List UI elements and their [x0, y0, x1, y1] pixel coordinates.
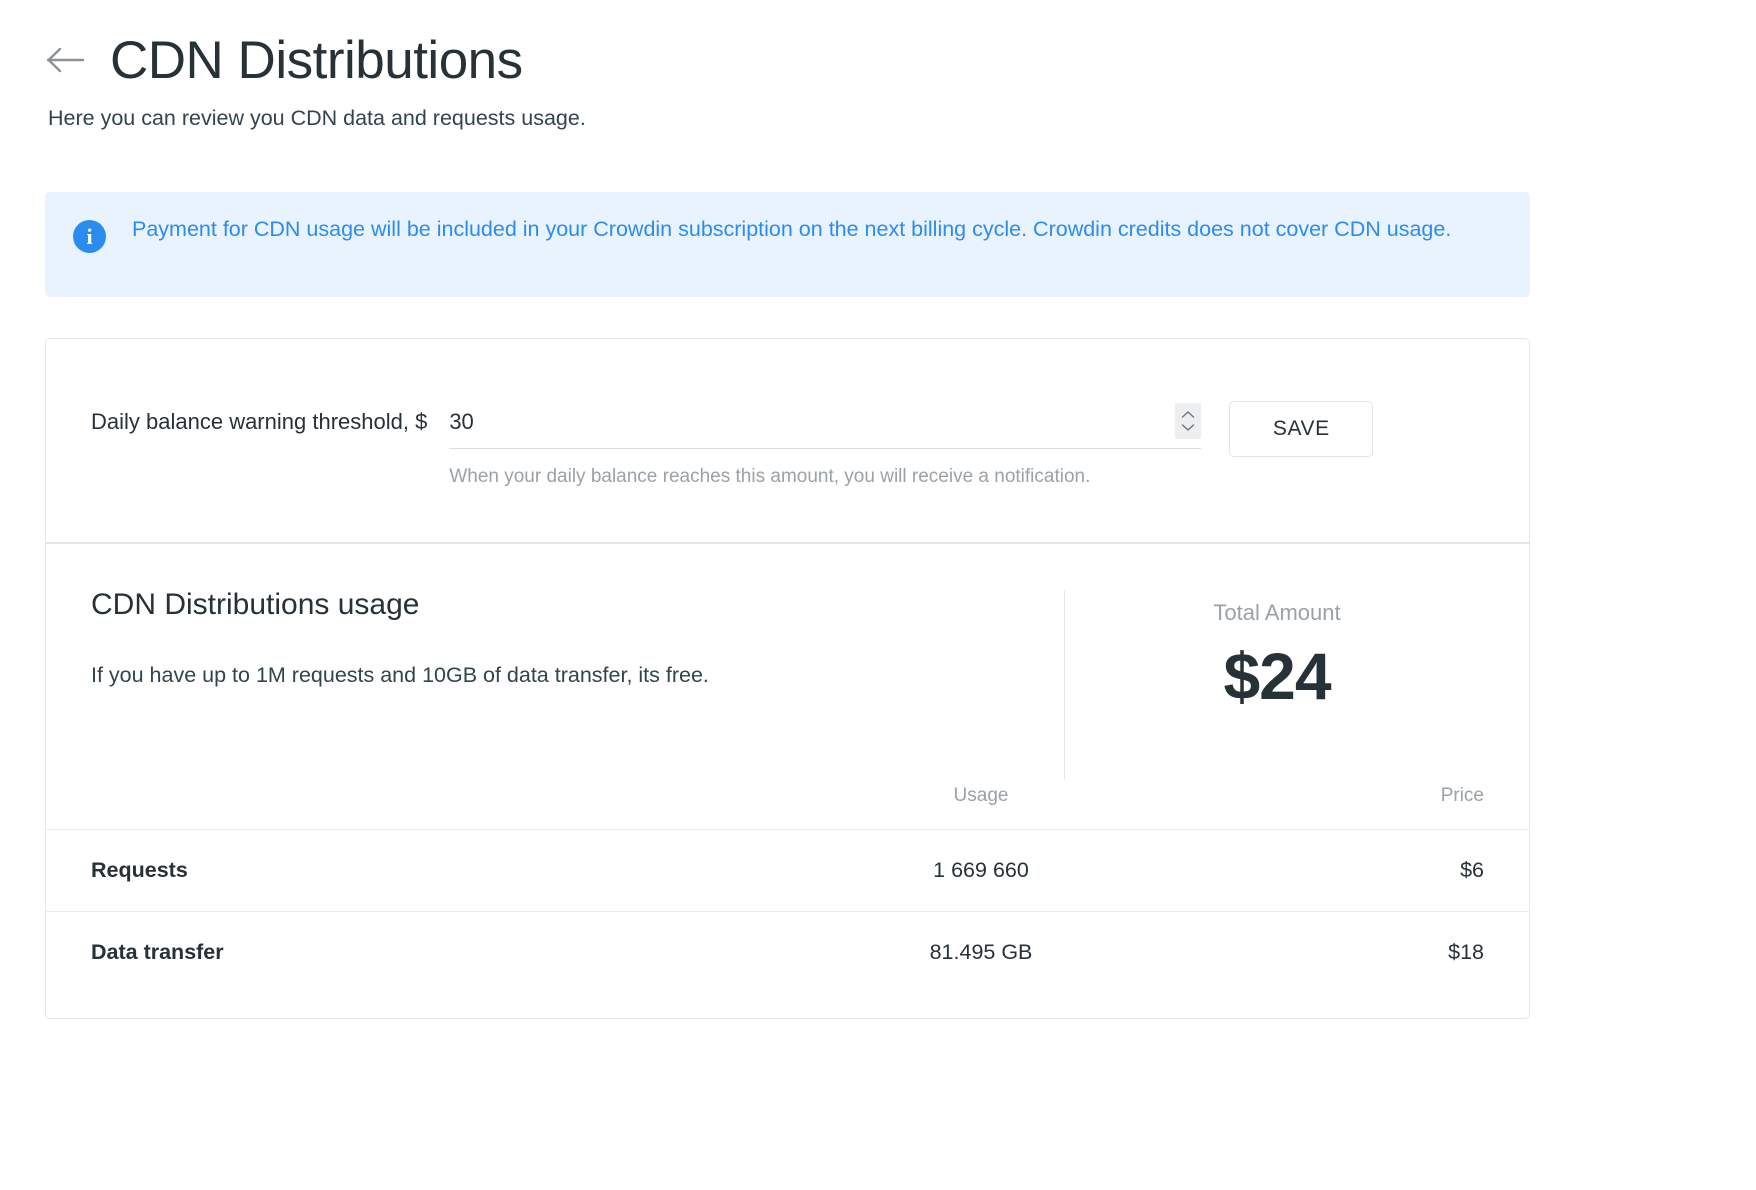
info-banner-message: Payment for CDN usage will be included i…: [132, 217, 1452, 241]
header-usage: Usage: [953, 785, 1009, 806]
threshold-settings-card: Daily balance warning threshold, $ When …: [45, 338, 1530, 543]
row-name: Requests: [46, 829, 746, 912]
chevron-up-icon: [1182, 411, 1195, 418]
threshold-label: Daily balance warning threshold, $: [91, 409, 428, 434]
threshold-helper-text: When your daily balance reaches this amo…: [449, 466, 1091, 487]
save-button[interactable]: SAVE: [1229, 401, 1374, 457]
page-subtitle: Here you can review you CDN data and req…: [48, 106, 586, 130]
total-amount-label: Total Amount: [1213, 600, 1341, 625]
table-row: Data transfer 81.495 GB $18: [46, 911, 1529, 993]
threshold-input[interactable]: [449, 408, 1202, 441]
total-amount-block: Total Amount $24: [1064, 590, 1529, 779]
threshold-settings-row: Daily balance warning threshold, $ When …: [46, 339, 1529, 489]
table-row: Requests 1 669 660 $6: [46, 829, 1529, 912]
cdn-usage-card: CDN Distributions usage If you have up t…: [45, 543, 1530, 1019]
info-circle-icon: i: [73, 220, 106, 253]
row-usage: 81.495 GB: [746, 911, 1216, 993]
total-amount-value: $24: [1223, 639, 1331, 713]
usage-summary-left: CDN Distributions usage If you have up t…: [46, 590, 1064, 779]
row-usage: 1 669 660: [746, 829, 1216, 912]
row-price: $6: [1216, 829, 1529, 912]
usage-table: Usage Price Requests 1 669 660 $6 Data t…: [46, 779, 1529, 993]
usage-description: If you have up to 1M requests and 10GB o…: [91, 663, 709, 687]
page-header: CDN Distributions: [0, 0, 1756, 87]
threshold-input-line: [449, 401, 1202, 449]
row-name: Data transfer: [46, 911, 746, 993]
page-title: CDN Distributions: [110, 30, 523, 90]
row-price: $18: [1216, 911, 1529, 993]
header-name: [46, 779, 746, 830]
header-price: Price: [1440, 785, 1484, 806]
back-arrow-icon[interactable]: [44, 38, 88, 82]
info-banner: i Payment for CDN usage will be included…: [45, 192, 1530, 297]
usage-title: CDN Distributions usage: [91, 588, 420, 621]
chevron-down-icon: [1182, 424, 1195, 431]
threshold-stepper[interactable]: [1175, 403, 1202, 439]
usage-summary: CDN Distributions usage If you have up t…: [46, 544, 1529, 779]
threshold-field-group: When your daily balance reaches this amo…: [449, 401, 1202, 489]
usage-table-header-row: Usage Price: [46, 779, 1529, 830]
